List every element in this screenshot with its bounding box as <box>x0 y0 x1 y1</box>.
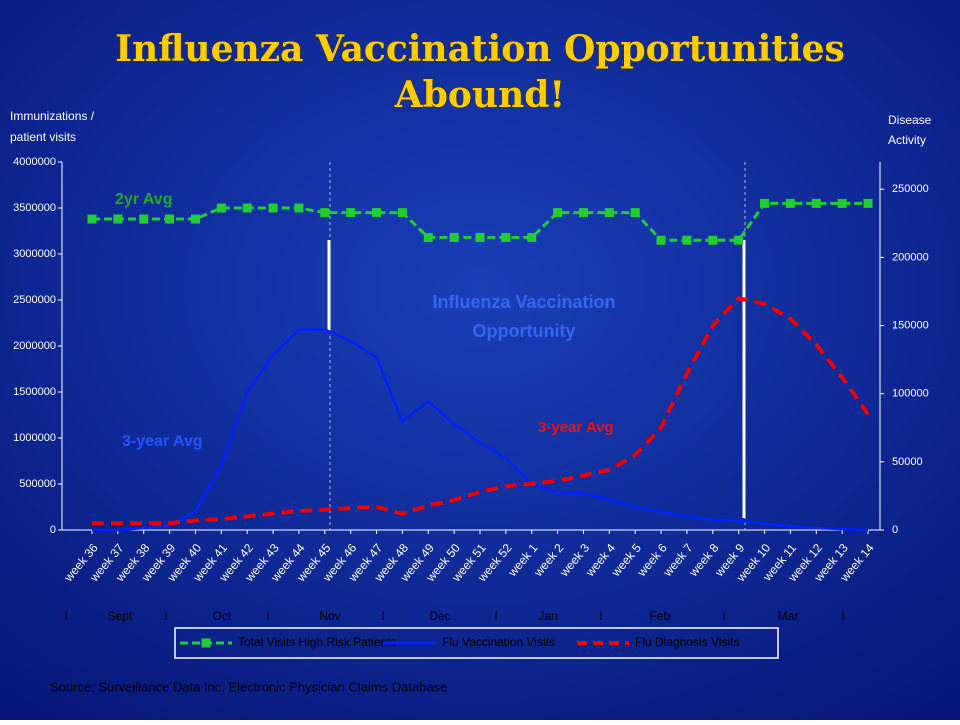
y-tick-label: 1500000 <box>13 386 56 398</box>
series-marker <box>423 232 433 242</box>
y-tick-label: 3000000 <box>13 248 56 260</box>
series-line <box>92 296 870 526</box>
month-label: I <box>599 609 602 623</box>
y2-tick-label: 0 <box>892 524 898 536</box>
y-axis-label: Immunizations / <box>10 109 95 123</box>
series-marker <box>578 208 588 218</box>
month-label: Nov <box>319 609 340 623</box>
series-marker <box>863 198 873 208</box>
y2-axis-label: Activity <box>888 133 926 147</box>
series-marker <box>630 208 640 218</box>
y-tick-label: 2000000 <box>13 340 56 352</box>
series-marker <box>216 203 226 213</box>
month-label: I <box>722 609 725 623</box>
legend-label: Flu Diagnosis Visits <box>635 635 739 649</box>
y2-tick-label: 150000 <box>892 319 929 331</box>
month-label: I <box>164 609 167 623</box>
y2-tick-label: 100000 <box>892 388 929 400</box>
series-marker <box>475 232 485 242</box>
month-label: I <box>266 609 269 623</box>
y2-tick-label: 50000 <box>892 456 923 468</box>
series-marker <box>656 235 666 245</box>
month-label: I <box>494 609 497 623</box>
series-marker <box>785 198 795 208</box>
annotation: Opportunity <box>473 321 576 341</box>
legend-box <box>174 627 779 659</box>
series-marker <box>87 214 97 224</box>
series-marker <box>165 214 175 224</box>
source: Source: Surveillance Data Inc. Electroni… <box>50 679 447 694</box>
month-label: Mar <box>778 609 799 623</box>
month-label: I <box>64 609 67 623</box>
month-label: I <box>381 609 384 623</box>
month-label: I <box>841 609 844 623</box>
legend-label: Total Visits High Risk Patients <box>238 635 397 649</box>
series-marker <box>682 235 692 245</box>
y-tick-label: 500000 <box>19 478 56 490</box>
y2-tick-label: 200000 <box>892 251 929 263</box>
series-marker <box>708 235 718 245</box>
annotation: 3-year Avg <box>538 419 614 436</box>
month-label: Dec <box>429 609 450 623</box>
series-marker <box>242 203 252 213</box>
series-marker <box>553 208 563 218</box>
y-tick-label: 4000000 <box>13 156 56 168</box>
series-marker <box>527 232 537 242</box>
series-marker <box>760 198 770 208</box>
series-marker <box>268 203 278 213</box>
month-label: Sept <box>108 609 133 623</box>
y-tick-label: 3500000 <box>13 202 56 214</box>
series-marker <box>113 214 123 224</box>
annotation: 3-year Avg <box>122 433 203 450</box>
series-marker <box>734 235 744 245</box>
y-tick-label: 1000000 <box>13 432 56 444</box>
series-marker <box>372 208 382 218</box>
series-marker <box>320 208 330 218</box>
series-marker <box>449 232 459 242</box>
series-line <box>92 328 869 532</box>
y-tick-label: 0 <box>50 524 56 536</box>
series-marker <box>501 232 511 242</box>
y-tick-label: 2500000 <box>13 294 56 306</box>
series-marker <box>294 203 304 213</box>
legend-label: Flu Vaccination Visits <box>442 635 555 649</box>
series-marker <box>190 214 200 224</box>
series-marker <box>397 208 407 218</box>
series-marker <box>811 198 821 208</box>
month-label: Jan <box>538 609 557 623</box>
annotation: Influenza Vaccination <box>432 292 615 312</box>
series-marker <box>139 214 149 224</box>
y2-tick-label: 250000 <box>892 183 929 195</box>
series-marker <box>837 198 847 208</box>
y-axis-label: patient visits <box>10 130 76 144</box>
annotation: 2yr Avg <box>115 191 173 208</box>
y2-axis-label: Disease <box>888 113 932 127</box>
series-marker <box>604 208 614 218</box>
legend-marker <box>201 638 211 648</box>
month-label: Feb <box>650 609 671 623</box>
series-marker <box>346 208 356 218</box>
month-label: Oct <box>213 609 232 623</box>
chart-title: Influenza Vaccination Opportunities Aboun… <box>115 28 845 116</box>
